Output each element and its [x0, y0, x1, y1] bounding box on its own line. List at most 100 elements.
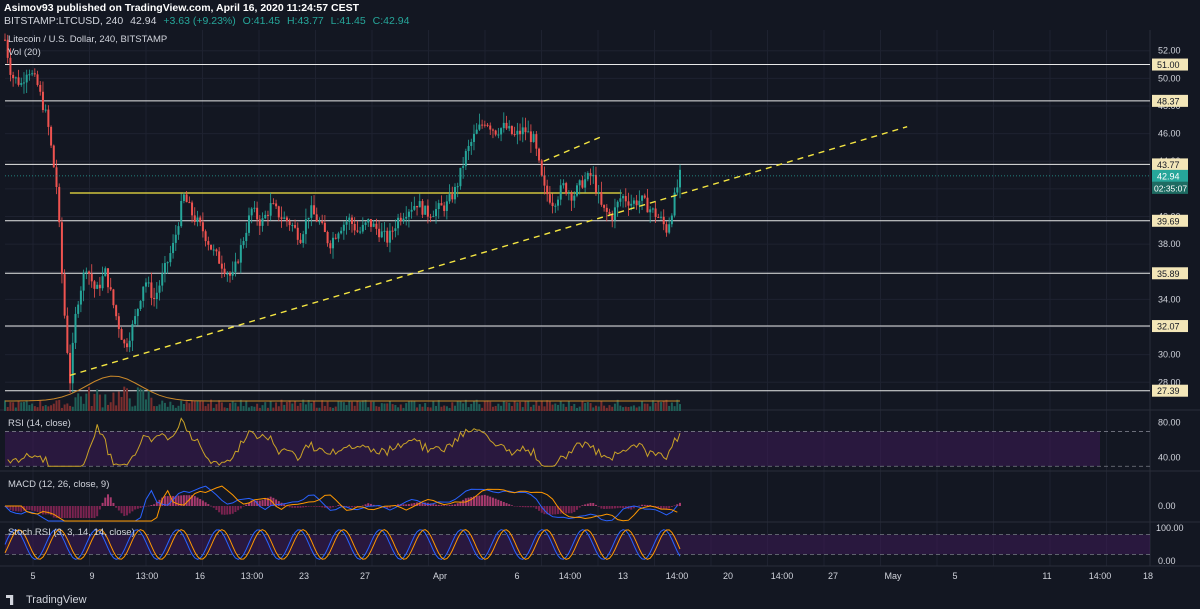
candle-body [125, 343, 128, 348]
macd-hist-bar [77, 506, 80, 518]
macd-hist-bar [204, 502, 207, 506]
stoch-band [5, 534, 1150, 555]
macd-hist-bar [551, 506, 554, 515]
candle-body [291, 225, 294, 227]
candle-body [470, 141, 473, 146]
volume-bar [334, 406, 337, 411]
macd-hist-bar [483, 494, 486, 506]
volume-bar [180, 400, 183, 411]
volume-bar [342, 402, 345, 411]
volume-bar [144, 399, 147, 411]
candle-body [619, 198, 622, 202]
candle-body [169, 253, 172, 263]
macd-hist-bar [17, 506, 20, 512]
candle-body [600, 192, 603, 205]
macd-hist-bar [597, 506, 600, 507]
macd-hist-bar [397, 504, 400, 506]
candle-body [521, 127, 524, 135]
volume-bar [429, 407, 432, 411]
candle-body [348, 217, 351, 222]
high-label: H:43.77 [286, 15, 324, 27]
macd-hist-bar [489, 496, 492, 506]
volume-bar [407, 401, 410, 411]
macd-hist-bar [391, 506, 394, 507]
volume-bar [651, 400, 654, 411]
volume-bar [280, 399, 283, 411]
volume-bar [540, 400, 543, 411]
volume-bar [500, 405, 503, 411]
volume-bar [4, 400, 6, 411]
macd-hist-bar [283, 504, 286, 506]
macd-hist-bar [131, 506, 134, 512]
candle-body [513, 134, 516, 136]
candle-body [605, 207, 608, 212]
volume-bar [359, 401, 362, 411]
volume-bar [369, 401, 372, 411]
candle-body [47, 109, 50, 127]
macd-hist-bar [676, 504, 679, 506]
macd-hist-bar [462, 499, 465, 506]
macd-hist-bar [74, 506, 77, 518]
volume-bar [158, 404, 161, 411]
volume-bar [535, 401, 538, 411]
macd-hist-bar [71, 506, 74, 518]
level-label: 51.00 [1157, 60, 1180, 70]
candle-body [483, 124, 486, 126]
candle-body [467, 145, 470, 152]
candle-body [643, 195, 646, 198]
candle-body [74, 313, 77, 343]
time-tick-label: 13 [618, 571, 628, 581]
macd-tick-label: 0.00 [1158, 501, 1176, 511]
macd-hist-bar [657, 506, 660, 509]
volume-bar [529, 406, 532, 411]
volume-bar [350, 401, 353, 411]
time-tick-label: 14:00 [1089, 571, 1112, 581]
candle-body [115, 305, 118, 317]
volume-bar [372, 401, 375, 411]
macd-hist-bar [321, 506, 324, 508]
macd-hist-bar [454, 504, 456, 506]
macd-hist-bar [134, 506, 137, 510]
candle-body [313, 205, 316, 215]
candle-body [630, 203, 633, 206]
candle-body [516, 130, 519, 135]
time-tick-label: 5 [952, 571, 957, 581]
candle-body [33, 73, 36, 75]
volume-bar [172, 405, 175, 411]
macd-hist-bar [294, 506, 297, 508]
volume-bar [107, 404, 110, 411]
macd-hist-bar [14, 506, 17, 512]
volume-bar [304, 404, 307, 411]
macd-hist-bar [622, 506, 625, 509]
macd-hist-bar [497, 499, 500, 506]
volume-bar [177, 405, 180, 411]
candle-body [624, 196, 627, 202]
macd-hist-bar [9, 506, 12, 510]
candle-body [573, 195, 576, 201]
macd-hist-bar [538, 506, 541, 511]
macd-hist-bar [424, 502, 427, 506]
macd-hist-bar [326, 506, 329, 509]
candle-body [378, 228, 381, 238]
volume-bar [313, 400, 316, 411]
macd-hist-bar [437, 504, 440, 506]
volume-bar [394, 404, 397, 411]
volume-bar [456, 401, 459, 411]
time-tick-label: 23 [299, 571, 309, 581]
volume-bar [247, 407, 250, 411]
candle-body [96, 284, 99, 289]
macd-hist-bar [332, 506, 335, 508]
candle-body [153, 297, 156, 300]
volume-bar [223, 407, 226, 411]
volume-bar [405, 403, 408, 411]
volume-bar [448, 407, 451, 411]
candle-body [651, 208, 654, 210]
level-label-box [1152, 384, 1188, 397]
volume-bar [291, 403, 294, 411]
volume-bar [410, 400, 413, 411]
volume-bar [570, 405, 573, 411]
candle-body [502, 122, 505, 129]
candle-body [191, 202, 194, 216]
candle-body [185, 194, 188, 203]
